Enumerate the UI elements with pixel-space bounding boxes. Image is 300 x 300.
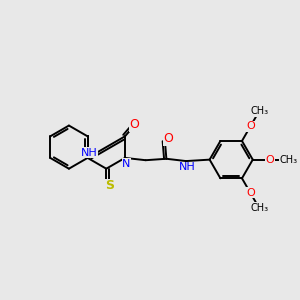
Text: O: O	[246, 188, 255, 198]
Text: O: O	[246, 122, 255, 131]
Text: O: O	[265, 154, 274, 165]
Text: CH₃: CH₃	[251, 203, 269, 213]
Text: N: N	[122, 159, 130, 169]
Text: CH₃: CH₃	[280, 154, 298, 165]
Text: CH₃: CH₃	[251, 106, 269, 116]
Text: O: O	[129, 118, 139, 131]
Text: S: S	[105, 179, 114, 192]
Text: O: O	[164, 132, 173, 145]
Text: NH: NH	[178, 162, 195, 172]
Text: NH: NH	[81, 148, 98, 158]
